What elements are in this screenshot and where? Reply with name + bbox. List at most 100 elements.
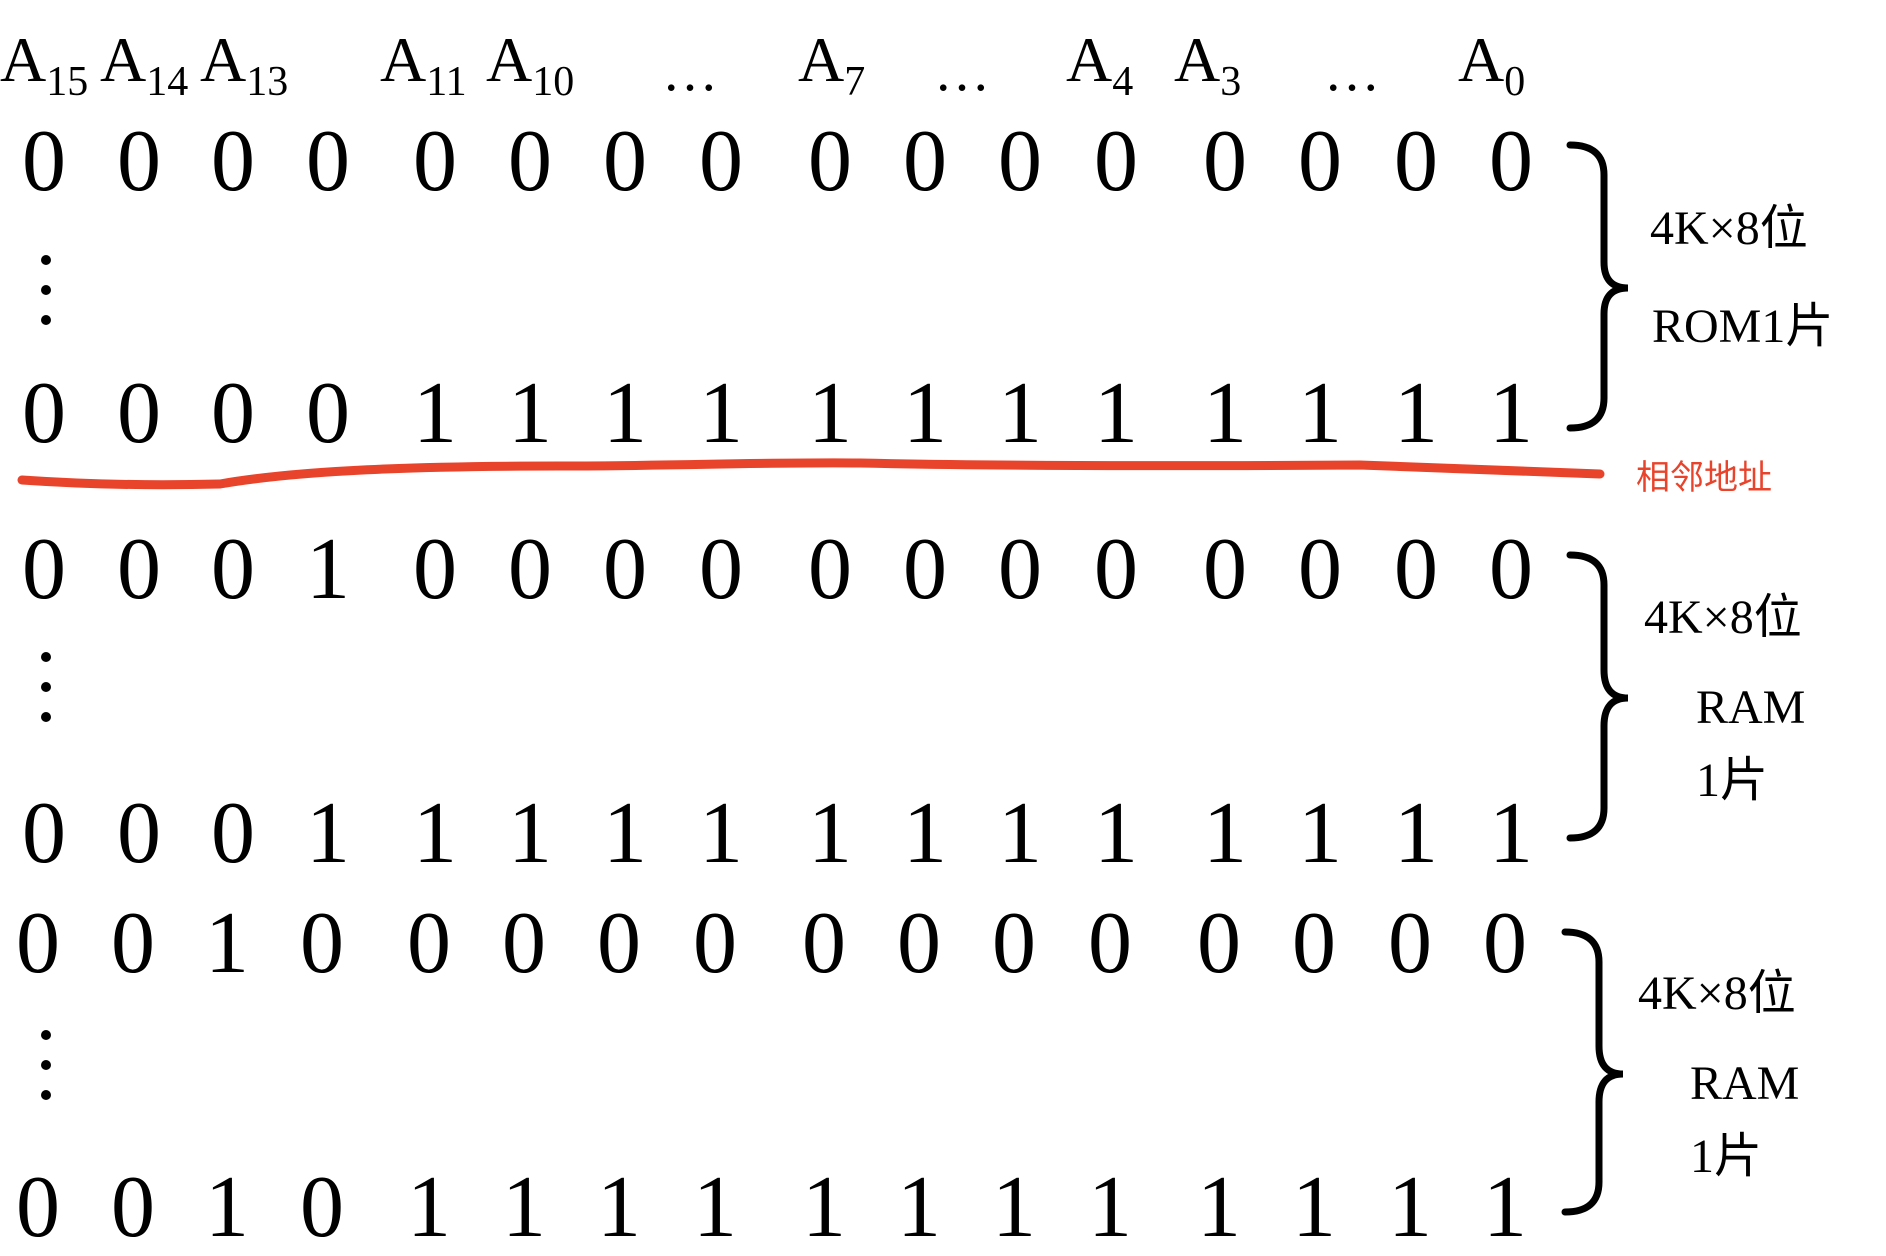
bit-cell: 0 (111, 1159, 155, 1256)
bit-cell: 0 (1394, 113, 1438, 210)
header-label-a15: A15 (0, 24, 89, 105)
bit-cell: 0 (1197, 895, 1241, 992)
header-label-a10: A10 (486, 24, 575, 105)
bit-cell: 1 (306, 521, 350, 618)
bit-cell: 0 (300, 895, 344, 992)
bit-cell: 1 (1197, 1159, 1241, 1256)
bit-cell: 0 (117, 521, 161, 618)
bit-cell: 1 (413, 365, 457, 462)
bit-cell: 0 (22, 365, 66, 462)
group-1-size: 4K×8位 (1650, 202, 1808, 255)
bit-cell: 1 (1088, 1159, 1132, 1256)
bit-cell: 0 (992, 895, 1036, 992)
group-3-chip-type: RAM (1690, 1057, 1800, 1110)
bit-cell: 1 (897, 1159, 941, 1256)
bit-cell: 1 (808, 365, 852, 462)
bit-cell: 0 (306, 365, 350, 462)
bit-cell: 1 (597, 1159, 641, 1256)
bit-cell: 0 (1298, 113, 1342, 210)
bit-cell: 1 (998, 785, 1042, 882)
bit-cell: 0 (1298, 521, 1342, 618)
header-ellipsis: … (1324, 41, 1386, 103)
vertical-ellipsis-2 (36, 652, 56, 742)
bit-cell: 1 (1292, 1159, 1336, 1256)
bit-cell: 1 (992, 1159, 1036, 1256)
bit-cell: 0 (808, 113, 852, 210)
header-label-a3: A3 (1174, 24, 1242, 105)
bit-cell: 1 (1094, 785, 1138, 882)
bit-cell: 0 (1203, 113, 1247, 210)
bit-cell: 0 (1203, 521, 1247, 618)
bit-cell: 0 (603, 521, 647, 618)
bit-cell: 0 (508, 521, 552, 618)
bit-cell: 0 (407, 895, 451, 992)
bit-cell: 0 (1094, 113, 1138, 210)
group-1-chip: ROM1片 (1652, 300, 1834, 353)
header-label-a4: A4 (1066, 24, 1134, 105)
bit-cell: 0 (22, 521, 66, 618)
bit-cell: 0 (1489, 113, 1533, 210)
bit-cell: 0 (16, 895, 60, 992)
group-2-size: 4K×8位 (1644, 591, 1802, 644)
bit-cell: 1 (1483, 1159, 1527, 1256)
bit-cell: 1 (413, 785, 457, 882)
bit-cell: 1 (1203, 365, 1247, 462)
bit-cell: 0 (22, 113, 66, 210)
bit-cell: 1 (1388, 1159, 1432, 1256)
bit-cell: 0 (211, 785, 255, 882)
header-label-a14: A14 (100, 24, 189, 105)
bit-cell: 0 (111, 895, 155, 992)
bit-cell: 0 (998, 113, 1042, 210)
bit-cell: 0 (211, 365, 255, 462)
vertical-ellipsis-1 (36, 255, 56, 345)
bit-cell: 0 (1094, 521, 1138, 618)
bit-cell: 1 (699, 785, 743, 882)
bit-cell: 1 (1489, 785, 1533, 882)
bit-cell: 0 (1088, 895, 1132, 992)
adjacent-address-divider (17, 458, 1605, 490)
bit-cell: 1 (903, 785, 947, 882)
bit-cell: 1 (508, 365, 552, 462)
bit-cell: 1 (508, 785, 552, 882)
bit-cell: 0 (300, 1159, 344, 1256)
bit-cell: 0 (413, 521, 457, 618)
bit-cell: 0 (502, 895, 546, 992)
bit-cell: 0 (211, 521, 255, 618)
bit-cell: 0 (903, 521, 947, 618)
header-label-a7: A7 (798, 24, 866, 105)
bit-cell: 1 (306, 785, 350, 882)
bit-cell: 0 (117, 365, 161, 462)
bit-cell: 1 (699, 365, 743, 462)
bit-cell: 0 (597, 895, 641, 992)
bit-cell: 1 (407, 1159, 451, 1256)
bit-cell: 0 (1394, 521, 1438, 618)
bit-cell: 0 (699, 113, 743, 210)
group-3-chip-count: 1片 (1690, 1130, 1763, 1183)
bit-cell: 1 (998, 365, 1042, 462)
header-ellipsis: … (934, 41, 996, 103)
group-2-chip-count: 1片 (1696, 754, 1769, 807)
header-label-a0: A0 (1458, 24, 1526, 105)
vertical-ellipsis-3 (36, 1030, 56, 1120)
bit-cell: 0 (306, 113, 350, 210)
bit-cell: 1 (693, 1159, 737, 1256)
bit-cell: 1 (802, 1159, 846, 1256)
bit-cell: 1 (603, 785, 647, 882)
bit-cell: 1 (1203, 785, 1247, 882)
header-label-a13: A13 (200, 24, 289, 105)
bit-cell: 0 (903, 113, 947, 210)
bit-cell: 0 (16, 1159, 60, 1256)
bit-cell: 1 (808, 785, 852, 882)
bit-cell: 0 (211, 113, 255, 210)
bit-cell: 0 (897, 895, 941, 992)
bit-cell: 1 (603, 365, 647, 462)
bit-cell: 0 (693, 895, 737, 992)
header-label-a11: A11 (380, 24, 467, 105)
divider-label: 相邻地址 (1636, 458, 1772, 498)
bit-cell: 1 (1394, 785, 1438, 882)
bit-cell: 1 (1394, 365, 1438, 462)
bit-cell: 0 (1292, 895, 1336, 992)
bit-cell: 1 (1489, 365, 1533, 462)
bit-cell: 0 (1483, 895, 1527, 992)
